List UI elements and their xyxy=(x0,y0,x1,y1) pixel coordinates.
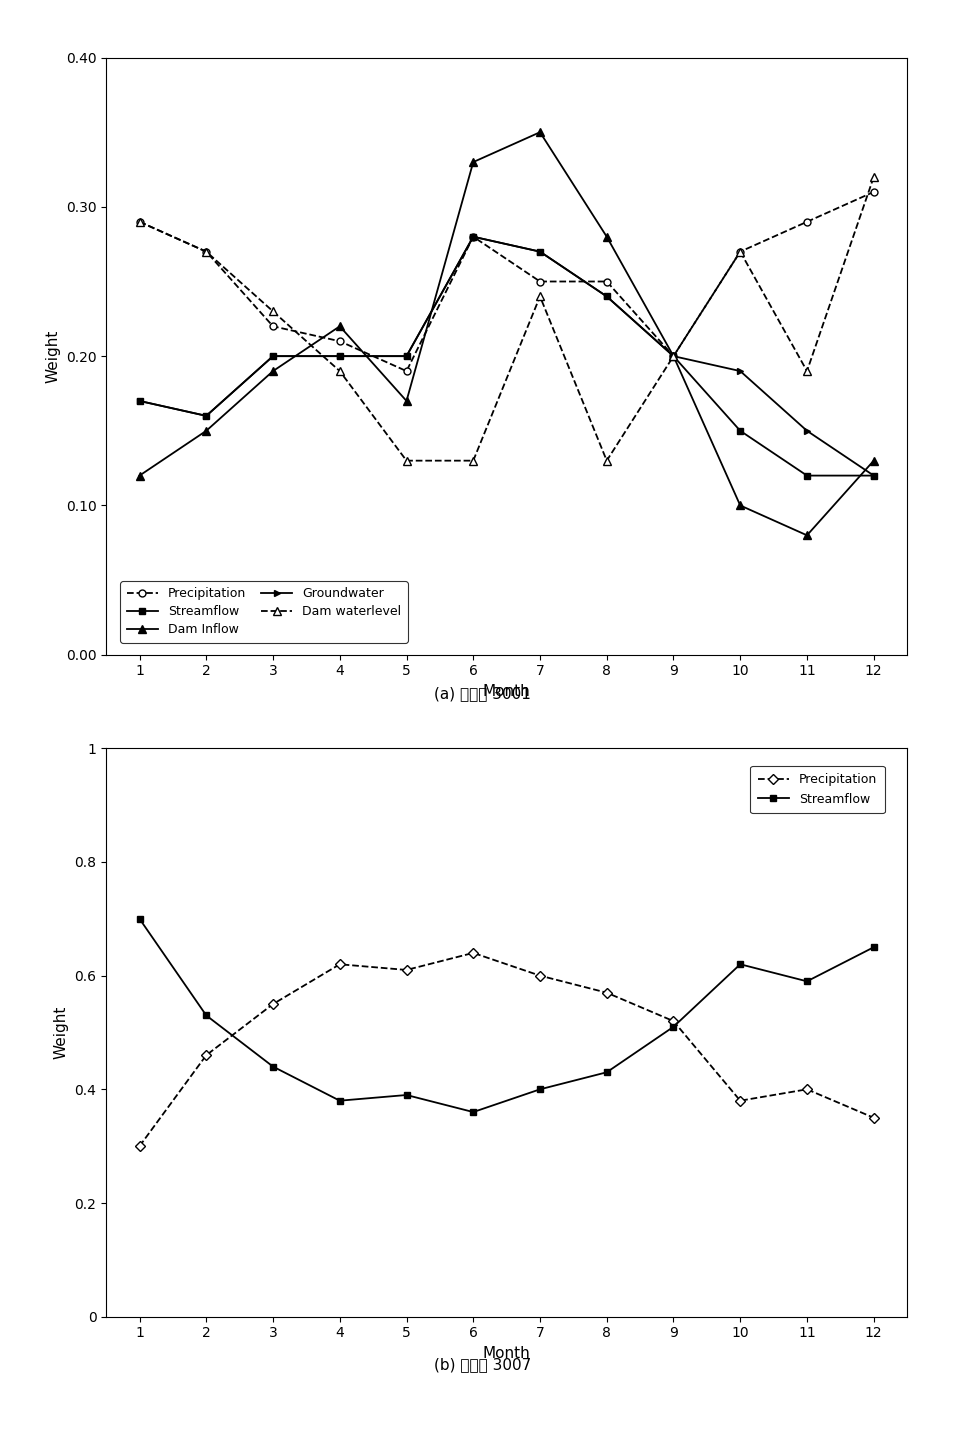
Dam Inflow xyxy=(535,124,546,141)
Precipitation xyxy=(134,1137,146,1154)
Dam waterlevel xyxy=(668,347,679,364)
Dam Inflow xyxy=(400,393,412,410)
Streamflow xyxy=(334,347,345,364)
Text: (a) 중권역 3001: (a) 중권역 3001 xyxy=(434,686,531,701)
Streamflow xyxy=(801,973,813,990)
Streamflow xyxy=(668,1019,679,1036)
X-axis label: Month: Month xyxy=(482,684,531,699)
Streamflow xyxy=(601,288,613,305)
Line: Dam waterlevel: Dam waterlevel xyxy=(135,173,878,465)
Dam Inflow xyxy=(267,363,279,380)
Dam waterlevel xyxy=(535,288,546,305)
Groundwater xyxy=(601,288,613,305)
Streamflow xyxy=(734,422,746,439)
Dam waterlevel xyxy=(267,302,279,319)
Streamflow xyxy=(201,1007,212,1025)
Line: Streamflow: Streamflow xyxy=(136,233,877,479)
Precipitation xyxy=(801,213,813,230)
Precipitation xyxy=(334,955,345,973)
Precipitation xyxy=(267,318,279,335)
Streamflow xyxy=(201,407,212,425)
Dam Inflow xyxy=(134,466,146,484)
Line: Dam Inflow: Dam Inflow xyxy=(135,128,878,540)
Precipitation xyxy=(267,996,279,1013)
Streamflow xyxy=(267,347,279,364)
Dam waterlevel xyxy=(467,452,479,469)
Precipitation xyxy=(601,984,613,1002)
Groundwater xyxy=(734,363,746,380)
Text: (b) 중권역 3007: (b) 중권역 3007 xyxy=(434,1357,531,1371)
X-axis label: Month: Month xyxy=(482,1345,531,1361)
Precipitation xyxy=(201,243,212,260)
Line: Precipitation: Precipitation xyxy=(136,950,877,1150)
Dam Inflow xyxy=(467,154,479,171)
Y-axis label: Weight: Weight xyxy=(54,1006,69,1059)
Streamflow xyxy=(334,1092,345,1109)
Precipitation xyxy=(734,243,746,260)
Streamflow xyxy=(668,347,679,364)
Streamflow xyxy=(734,955,746,973)
Groundwater xyxy=(400,347,412,364)
Legend: Precipitation, Streamflow, Dam Inflow, Groundwater, Dam waterlevel: Precipitation, Streamflow, Dam Inflow, G… xyxy=(121,581,408,643)
Line: Streamflow: Streamflow xyxy=(136,915,877,1115)
Precipitation xyxy=(201,1046,212,1063)
Streamflow xyxy=(535,1081,546,1098)
Precipitation xyxy=(801,1081,813,1098)
Streamflow xyxy=(267,1058,279,1075)
Streamflow xyxy=(801,466,813,484)
Precipitation xyxy=(535,967,546,984)
Streamflow xyxy=(467,1104,479,1121)
Precipitation xyxy=(467,944,479,961)
Dam waterlevel xyxy=(868,168,879,186)
Groundwater xyxy=(467,227,479,245)
Groundwater xyxy=(134,393,146,410)
Precipitation xyxy=(668,1013,679,1030)
Precipitation xyxy=(734,1092,746,1109)
Line: Groundwater: Groundwater xyxy=(136,233,877,479)
Y-axis label: Weight: Weight xyxy=(45,330,60,383)
Precipitation xyxy=(400,961,412,979)
Streamflow xyxy=(134,393,146,410)
Streamflow xyxy=(868,466,879,484)
Precipitation xyxy=(868,1109,879,1127)
Precipitation xyxy=(400,363,412,380)
Precipitation xyxy=(601,273,613,291)
Streamflow xyxy=(467,227,479,245)
Dam Inflow xyxy=(801,527,813,544)
Precipitation xyxy=(868,183,879,200)
Dam Inflow xyxy=(334,318,345,335)
Streamflow xyxy=(868,938,879,955)
Streamflow xyxy=(400,1086,412,1104)
Streamflow xyxy=(134,911,146,928)
Streamflow xyxy=(601,1063,613,1081)
Dam waterlevel xyxy=(734,243,746,260)
Dam Inflow xyxy=(201,422,212,439)
Groundwater xyxy=(868,466,879,484)
Precipitation xyxy=(668,347,679,364)
Dam Inflow xyxy=(868,452,879,469)
Groundwater xyxy=(801,422,813,439)
Dam waterlevel xyxy=(400,452,412,469)
Dam waterlevel xyxy=(201,243,212,260)
Dam waterlevel xyxy=(601,452,613,469)
Precipitation xyxy=(535,273,546,291)
Legend: Precipitation, Streamflow: Precipitation, Streamflow xyxy=(751,766,885,813)
Streamflow xyxy=(535,243,546,260)
Groundwater xyxy=(201,407,212,425)
Precipitation xyxy=(334,332,345,350)
Line: Precipitation: Precipitation xyxy=(136,189,877,374)
Dam waterlevel xyxy=(134,213,146,230)
Dam waterlevel xyxy=(334,363,345,380)
Groundwater xyxy=(668,347,679,364)
Groundwater xyxy=(535,243,546,260)
Dam waterlevel xyxy=(801,363,813,380)
Streamflow xyxy=(400,347,412,364)
Precipitation xyxy=(467,227,479,245)
Precipitation xyxy=(134,213,146,230)
Dam Inflow xyxy=(668,347,679,364)
Groundwater xyxy=(267,347,279,364)
Groundwater xyxy=(334,347,345,364)
Dam Inflow xyxy=(734,496,746,514)
Dam Inflow xyxy=(601,227,613,245)
